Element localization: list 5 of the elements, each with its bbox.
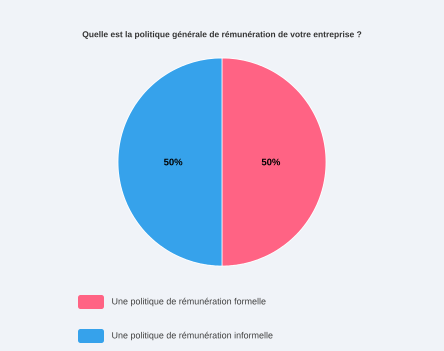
data-label: 50%	[262, 158, 280, 166]
chart-title: Quelle est la politique générale de rémunération de votre entreprise ?	[82, 30, 362, 39]
legend-label: Une politique de rémunération informelle	[112, 332, 273, 340]
legend-label: Une politique de rémunération formelle	[112, 298, 266, 306]
data-label: 50%	[164, 158, 182, 166]
